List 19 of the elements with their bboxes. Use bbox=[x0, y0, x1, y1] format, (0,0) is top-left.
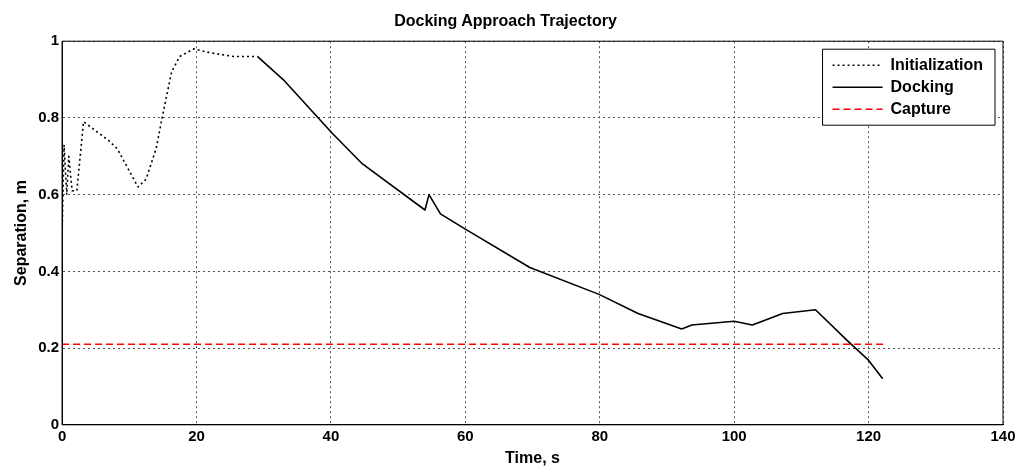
x-tick-label: 20 bbox=[188, 426, 205, 444]
x-tick-label: 140 bbox=[990, 426, 1016, 444]
y-axis-title: Separation, m bbox=[12, 180, 30, 286]
x-tick-label: 100 bbox=[721, 426, 747, 444]
x-tick-label: 40 bbox=[322, 426, 340, 444]
y-tick-label: 1 bbox=[50, 31, 60, 49]
legend-label: Capture bbox=[890, 99, 952, 117]
y-tick-label: 0.4 bbox=[38, 261, 60, 279]
y-tick-label: 0.2 bbox=[38, 338, 60, 356]
y-tick-label: 0 bbox=[50, 414, 60, 432]
legend-label: Docking bbox=[890, 77, 954, 95]
x-tick-label: 120 bbox=[856, 426, 882, 444]
x-tick-label: 60 bbox=[456, 426, 474, 444]
y-tick-label: 0.6 bbox=[38, 184, 60, 202]
legend-label: Initialization bbox=[890, 55, 984, 73]
y-tick-label: 0.8 bbox=[38, 108, 60, 126]
chart-title: Docking Approach Trajectory bbox=[394, 12, 617, 30]
x-axis-title: Time, s bbox=[505, 448, 561, 466]
x-tick-label: 80 bbox=[591, 426, 609, 444]
